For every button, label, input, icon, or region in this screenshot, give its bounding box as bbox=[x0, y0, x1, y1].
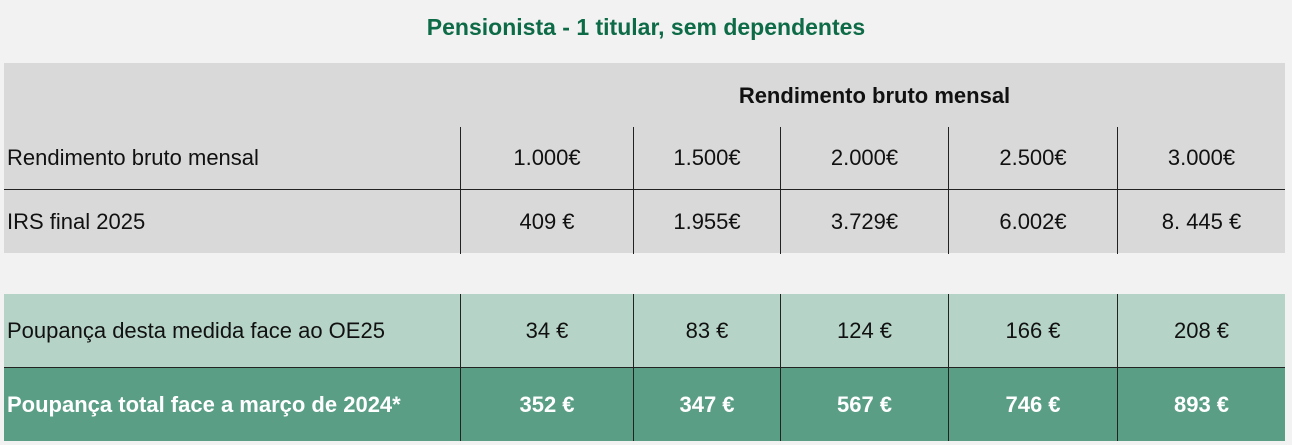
table-cell: 347 € bbox=[633, 368, 780, 441]
table-cell: 2.000€ bbox=[780, 127, 948, 189]
table-cell: 208 € bbox=[1117, 294, 1285, 367]
table-cell: 409 € bbox=[460, 190, 633, 254]
table-row: Rendimento bruto mensal 1.000€ 1.500€ 2.… bbox=[4, 127, 1285, 189]
table-cell: 34 € bbox=[460, 294, 633, 367]
table-cell: 1.000€ bbox=[460, 127, 633, 189]
table-cell: 8. 445 € bbox=[1117, 190, 1285, 254]
table-cell: 567 € bbox=[780, 368, 948, 441]
table-row: IRS final 2025 409 € 1.955€ 3.729€ 6.002… bbox=[4, 189, 1285, 254]
table-cell: 3.729€ bbox=[780, 190, 948, 254]
table-cell: 124 € bbox=[780, 294, 948, 367]
table-cell: 746 € bbox=[948, 368, 1117, 441]
table-cell: 1.500€ bbox=[633, 127, 780, 189]
table-cell: 893 € bbox=[1117, 368, 1285, 441]
table-cell: 166 € bbox=[948, 294, 1117, 367]
table-title: Pensionista - 1 titular, sem dependentes bbox=[426, 14, 866, 40]
table-cell: 6.002€ bbox=[948, 190, 1117, 254]
row-label: IRS final 2025 bbox=[7, 209, 146, 234]
row-label: Rendimento bruto mensal bbox=[7, 145, 259, 170]
table-cell: 2.500€ bbox=[948, 127, 1117, 189]
table-cell: 1.955€ bbox=[633, 190, 780, 254]
column-group-header: Rendimento bruto mensal bbox=[738, 83, 1011, 108]
income-table: Rendimento bruto mensal Rendimento bruto… bbox=[4, 63, 1285, 254]
row-label: Poupança total face a março de 2024* bbox=[7, 391, 401, 417]
table-cell: 3.000€ bbox=[1117, 127, 1285, 189]
table-cell: 83 € bbox=[633, 294, 780, 367]
table-row-total: Poupança total face a março de 2024* 352… bbox=[4, 367, 1285, 441]
table-row: Poupança desta medida face ao OE25 34 € … bbox=[4, 294, 1285, 367]
table-cell: 352 € bbox=[460, 368, 633, 441]
row-label: Poupança desta medida face ao OE25 bbox=[7, 317, 385, 343]
